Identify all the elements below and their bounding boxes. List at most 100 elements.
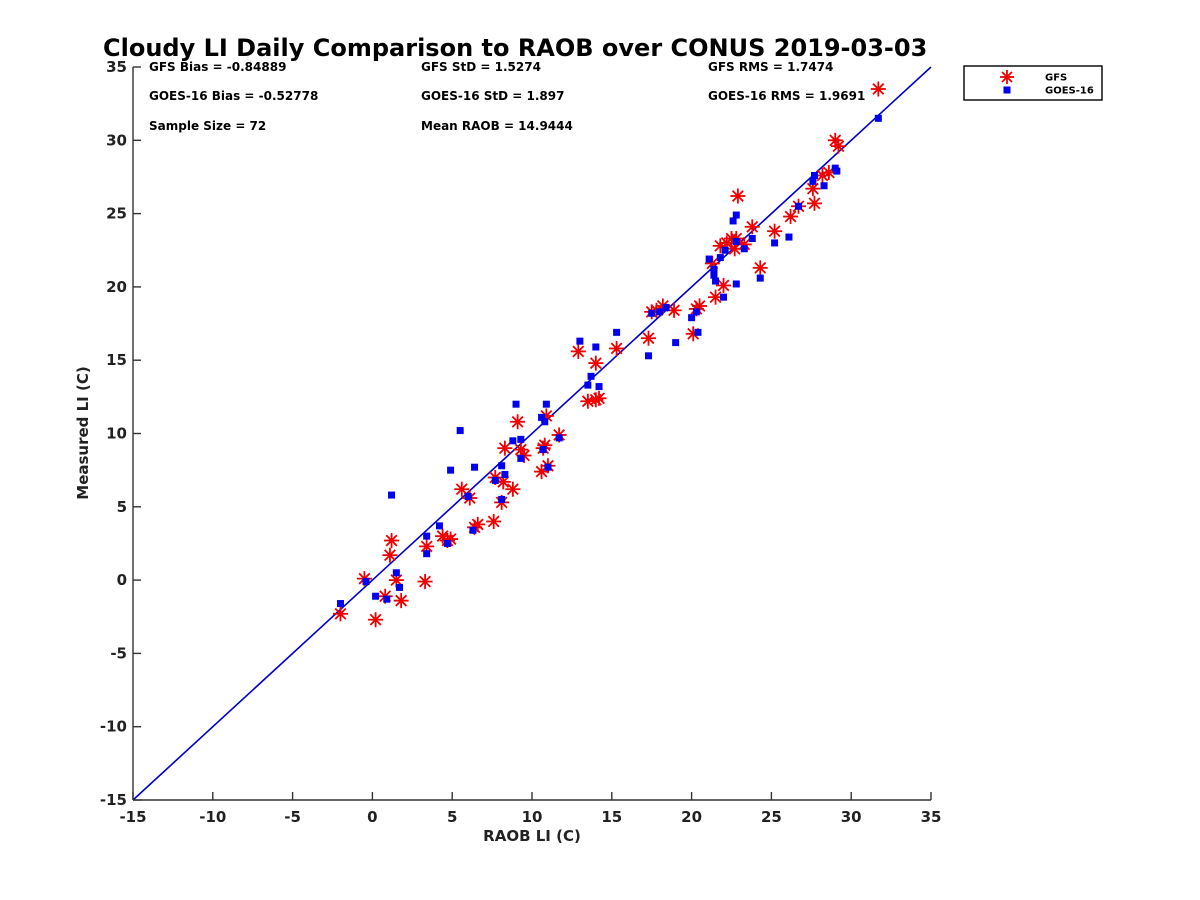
goes16-point xyxy=(544,463,552,471)
gfs-point xyxy=(716,277,732,293)
gfs-point xyxy=(744,219,760,235)
gfs-point xyxy=(505,481,521,497)
legend-box xyxy=(963,65,1103,101)
goes16-point xyxy=(576,337,584,345)
goes16-point xyxy=(464,493,472,501)
y-tick-label: 25 xyxy=(106,205,127,223)
goes16-point xyxy=(517,435,525,443)
legend-marker-gfs xyxy=(1000,70,1014,84)
goes16-point xyxy=(712,277,720,285)
goes16-point xyxy=(720,293,728,301)
gfs-point xyxy=(591,390,607,406)
stat-text: GOES-16 Bias = -0.52778 xyxy=(149,89,318,103)
gfs-point xyxy=(384,533,400,549)
goes16-point xyxy=(656,308,664,316)
goes16-point xyxy=(721,246,729,254)
goes16-point xyxy=(732,237,740,245)
goes16-point xyxy=(740,245,748,253)
gfs-point xyxy=(332,606,348,622)
x-tick-label: -10 xyxy=(199,808,226,826)
x-tick-label: 20 xyxy=(681,808,702,826)
legend-marker-goes16 xyxy=(1003,86,1011,94)
statistics-annotations: GFS Bias = -0.84889 GFS StD = 1.5274 GFS R… xyxy=(149,60,865,133)
gfs-point xyxy=(806,195,822,211)
stat-text: GFS Bias = -0.84889 xyxy=(149,60,286,74)
stat-text: GOES-16 StD = 1.897 xyxy=(421,89,564,103)
goes16-point xyxy=(662,303,670,311)
goes16-point xyxy=(587,372,595,380)
gfs-point xyxy=(870,81,886,97)
goes16-point xyxy=(692,308,700,316)
gfs-point xyxy=(730,188,746,204)
gfs-point xyxy=(368,612,384,628)
stat-text: GFS RMS = 1.7474 xyxy=(708,60,833,74)
goes16-point xyxy=(716,254,724,262)
gfs-point xyxy=(641,330,657,346)
goes16-point xyxy=(795,202,803,210)
y-tick-label: -10 xyxy=(100,718,127,736)
goes16-point xyxy=(595,383,603,391)
goes16-point xyxy=(443,539,451,547)
goes16-point xyxy=(512,400,520,408)
x-tick-label: -5 xyxy=(284,808,301,826)
gfs-point xyxy=(783,209,799,225)
goes16-point xyxy=(538,413,546,421)
gfs-point xyxy=(486,513,502,529)
x-tick-label: 30 xyxy=(841,808,862,826)
legend-label: GFS xyxy=(1045,73,1067,84)
y-tick-label: 35 xyxy=(106,58,127,76)
goes16-point xyxy=(874,114,882,122)
axes: -15 -10 -5 0 5 10 15 20 25 30 35 -15 -10 -5 0 5 10 15 20 25… xyxy=(100,58,942,826)
goes16-point xyxy=(732,280,740,288)
goes16-point xyxy=(396,583,404,591)
goes16-point xyxy=(509,437,517,445)
x-tick-label: 25 xyxy=(761,808,782,826)
goes16-point xyxy=(336,600,344,608)
one-to-one-line xyxy=(132,66,932,801)
goes16-point xyxy=(584,381,592,389)
series-gfs xyxy=(332,81,886,628)
y-tick-label: -15 xyxy=(100,791,127,809)
goes16-point xyxy=(447,466,455,474)
goes16-point xyxy=(498,495,506,503)
goes16-point xyxy=(613,328,621,336)
gfs-point xyxy=(805,181,821,197)
goes16-point xyxy=(705,255,713,263)
legend-label: GOES-16 xyxy=(1045,86,1094,97)
goes16-point xyxy=(785,233,793,241)
goes16-point xyxy=(820,182,828,190)
stat-text: Mean RAOB = 14.9444 xyxy=(421,119,573,133)
goes16-point xyxy=(423,532,431,540)
y-tick-label: 5 xyxy=(117,498,127,516)
y-tick-label: -5 xyxy=(110,644,127,662)
goes16-point xyxy=(729,217,737,225)
y-axis-label: Measured LI (C) xyxy=(74,366,92,499)
goes16-point xyxy=(694,328,702,336)
y-tick-label: 30 xyxy=(106,131,127,149)
stat-text: Sample Size = 72 xyxy=(149,119,266,133)
goes16-point xyxy=(645,352,653,360)
gfs-point xyxy=(609,340,625,356)
goes16-point xyxy=(710,271,718,279)
goes16-point xyxy=(435,522,443,530)
gfs-point xyxy=(382,547,398,563)
chart-title: Cloudy LI Daily Comparison to RAOB over … xyxy=(103,34,927,62)
goes16-point xyxy=(648,309,656,317)
x-tick-label: 0 xyxy=(367,808,377,826)
goes16-point xyxy=(491,476,499,484)
goes16-point xyxy=(388,491,396,499)
goes16-point xyxy=(517,454,525,462)
goes16-point xyxy=(688,314,696,322)
gfs-point xyxy=(393,593,409,609)
y-tick-label: 20 xyxy=(106,278,127,296)
goes16-point xyxy=(392,569,400,577)
x-tick-label: 35 xyxy=(921,808,942,826)
goes16-point xyxy=(756,274,764,282)
goes16-point xyxy=(555,434,563,442)
goes16-point xyxy=(833,167,841,175)
x-tick-label: 10 xyxy=(522,808,543,826)
stat-text: GFS StD = 1.5274 xyxy=(421,60,541,74)
goes16-point xyxy=(423,550,431,558)
